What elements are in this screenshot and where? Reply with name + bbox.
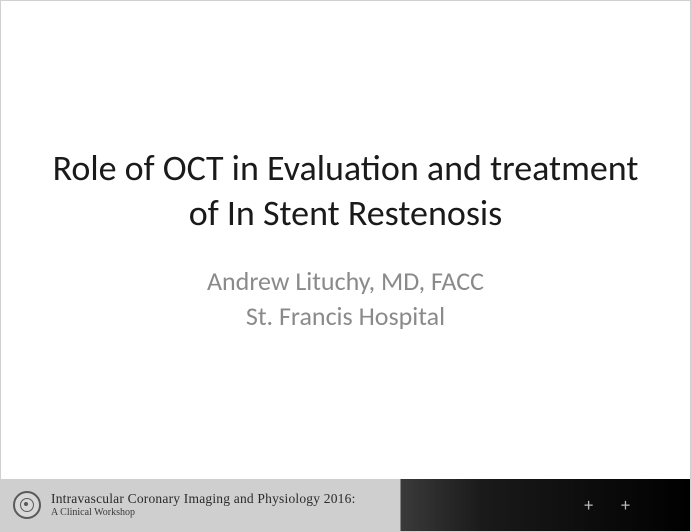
marker-plus-icon: + bbox=[584, 496, 593, 514]
presenter-name: Andrew Lituchy, MD, FACC bbox=[207, 264, 484, 299]
slide-title: Role of OCT in Evaluation and treatment … bbox=[47, 146, 644, 236]
footer-bar: Intravascular Coronary Imaging and Physi… bbox=[1, 479, 690, 531]
slide-content-area: Role of OCT in Evaluation and treatment … bbox=[7, 7, 684, 473]
conference-text-block: Intravascular Coronary Imaging and Physi… bbox=[51, 492, 356, 518]
footer-markers: + + bbox=[584, 479, 630, 531]
slide-container: Role of OCT in Evaluation and treatment … bbox=[0, 0, 691, 532]
presenter-affiliation: St. Francis Hospital bbox=[207, 299, 484, 334]
slide-subtitle: Andrew Lituchy, MD, FACC St. Francis Hos… bbox=[207, 264, 484, 334]
conference-logo-icon bbox=[13, 491, 41, 519]
marker-plus-icon: + bbox=[621, 496, 630, 514]
conference-subtitle: A Clinical Workshop bbox=[51, 507, 356, 518]
conference-title: Intravascular Coronary Imaging and Physi… bbox=[51, 492, 356, 507]
